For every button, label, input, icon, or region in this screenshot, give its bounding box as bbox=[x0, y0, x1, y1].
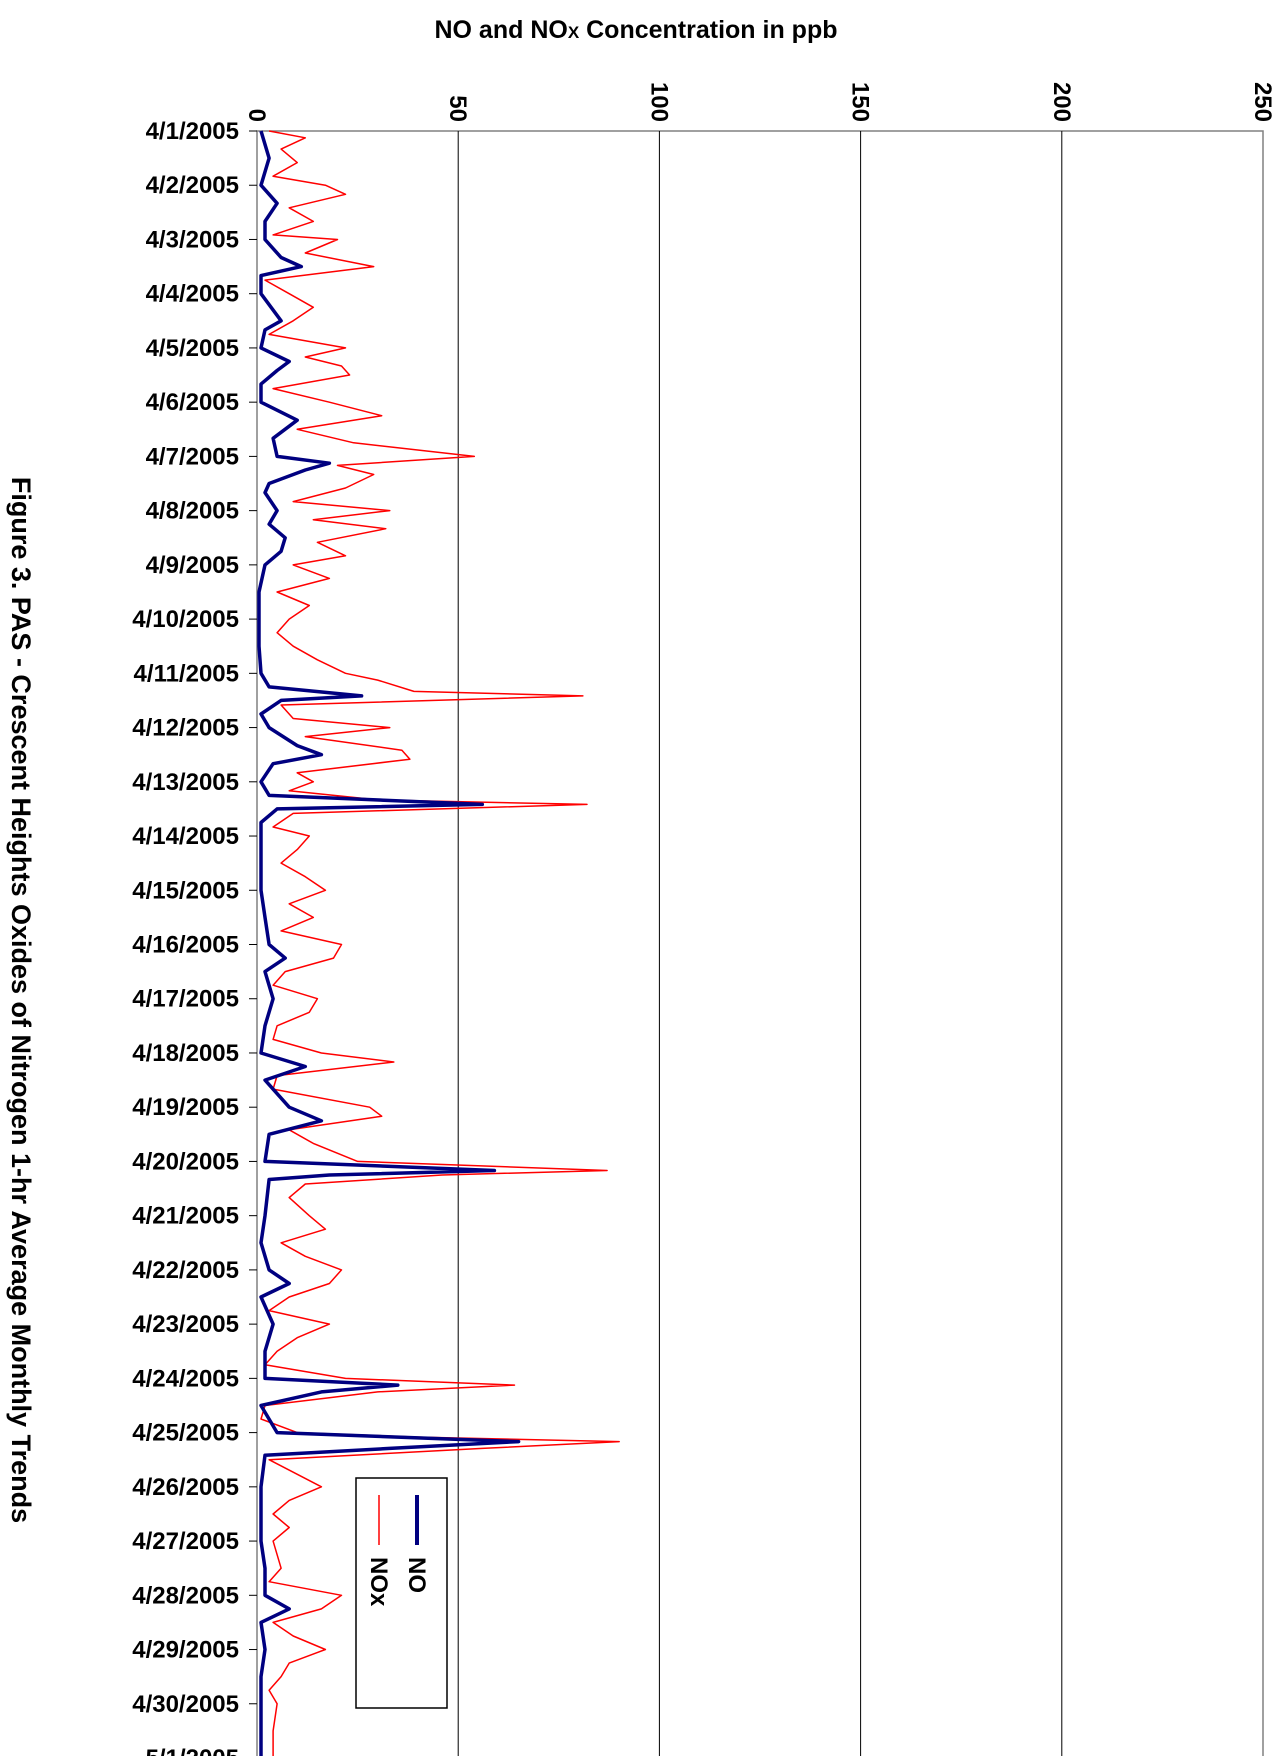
series-lines bbox=[257, 130, 620, 1756]
date-tick-label: 4/29/2005 bbox=[132, 1637, 239, 1664]
date-tick-label: 4/19/2005 bbox=[132, 1094, 239, 1121]
value-tick-label: 200 bbox=[1048, 82, 1075, 122]
date-tick-labels: 4/1/2005 4/2/2005 4/3/2005 4/4/2005 4/5/2005… bbox=[132, 118, 257, 1756]
date-tick-label: 4/6/2005 bbox=[146, 389, 239, 416]
date-tick-label: 5/1/2005 bbox=[146, 1745, 239, 1756]
value-tick-label: 50 bbox=[444, 95, 471, 122]
date-tick-label: 4/17/2005 bbox=[132, 986, 239, 1013]
date-tick-label: 4/15/2005 bbox=[132, 877, 239, 904]
date-tick-label: 4/27/2005 bbox=[132, 1528, 239, 1555]
date-tick-label: 4/28/2005 bbox=[132, 1582, 239, 1609]
legend: NO NOx bbox=[355, 1477, 448, 1709]
value-tick-label: 150 bbox=[847, 82, 874, 122]
value-tick-label: 100 bbox=[645, 82, 672, 122]
date-tick-label: 4/30/2005 bbox=[132, 1691, 239, 1718]
date-tick-label: 4/25/2005 bbox=[132, 1420, 239, 1447]
date-tick-label: 4/7/2005 bbox=[146, 443, 239, 470]
date-tick-label: 4/8/2005 bbox=[146, 498, 239, 525]
date-tick-label: 4/3/2005 bbox=[146, 226, 239, 253]
date-tick-label: 4/26/2005 bbox=[132, 1474, 239, 1501]
date-tick-label: 4/4/2005 bbox=[146, 281, 239, 308]
date-tick-label: 4/22/2005 bbox=[132, 1257, 239, 1284]
y-axis-title: NO and NOX Concentration in ppb bbox=[434, 16, 837, 44]
date-tick-label: 4/13/2005 bbox=[132, 769, 239, 796]
date-tick-label: 4/9/2005 bbox=[146, 552, 239, 579]
date-tick-label: 4/18/2005 bbox=[132, 1040, 239, 1067]
date-tick-label: 4/1/2005 bbox=[146, 118, 239, 145]
date-tick-label: 4/24/2005 bbox=[132, 1365, 239, 1392]
figure-caption: Figure 3. PAS - Crescent Heights Oxides … bbox=[6, 477, 36, 1523]
gridlines bbox=[457, 131, 1063, 1756]
date-tick-label: 4/16/2005 bbox=[132, 932, 239, 959]
series-line-no bbox=[257, 130, 521, 1756]
value-tick-label: 250 bbox=[1249, 82, 1272, 122]
date-tick-label: 4/2/2005 bbox=[146, 172, 239, 199]
date-tick-label: 4/21/2005 bbox=[132, 1203, 239, 1230]
date-tick-label: 4/10/2005 bbox=[132, 606, 239, 633]
value-tick-labels: 0 50 100 150 200 250 bbox=[243, 82, 1272, 122]
date-tick-label: 4/23/2005 bbox=[132, 1311, 239, 1338]
date-tick-label: 4/14/2005 bbox=[132, 823, 239, 850]
date-tick-label: 4/20/2005 bbox=[132, 1148, 239, 1175]
legend-label-nox: NOx bbox=[365, 1557, 392, 1607]
value-tick-label: 0 bbox=[243, 109, 270, 122]
legend-label-no: NO bbox=[403, 1557, 430, 1593]
date-tick-label: 4/11/2005 bbox=[134, 660, 239, 687]
date-tick-label: 4/12/2005 bbox=[132, 715, 239, 742]
date-tick-label: 4/5/2005 bbox=[146, 335, 239, 362]
